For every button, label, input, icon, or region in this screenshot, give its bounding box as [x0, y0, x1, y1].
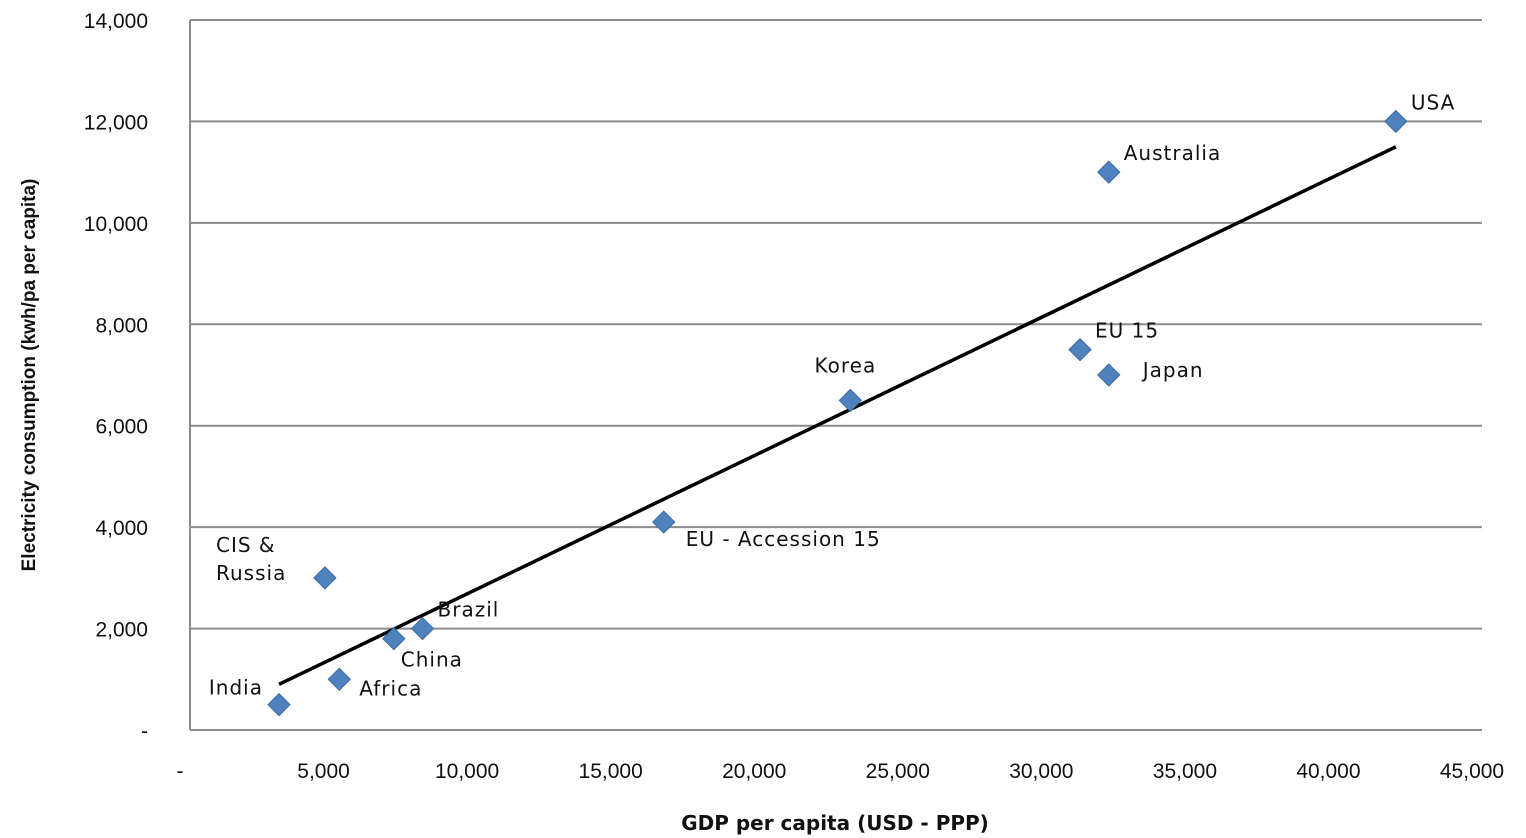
x-tick-label: 10,000 [435, 760, 499, 783]
point-india [268, 694, 290, 716]
y-tick-label: - [141, 720, 148, 743]
data-points [268, 110, 1407, 715]
y-tick-label: 10,000 [84, 213, 148, 236]
label-australia: Australia [1124, 141, 1221, 165]
y-tick-label: 2,000 [95, 619, 148, 642]
y-tick-label: 14,000 [84, 10, 148, 33]
label-brazil: Brazil [438, 598, 500, 622]
x-tick-label: 25,000 [866, 760, 930, 783]
label-japan: Japan [1141, 358, 1204, 382]
y-tick-label: 12,000 [84, 111, 148, 134]
x-tick-labels: - 5,000 10,000 15,000 20,000 25,000 30,000 35,0… [177, 760, 1505, 783]
point-eu-15 [1069, 339, 1091, 361]
y-tick-label: 6,000 [95, 416, 148, 439]
point-australia [1098, 161, 1120, 183]
y-tick-labels: - 2,000 4,000 6,000 8,000 10,000 12,000 14,000 [84, 10, 148, 743]
x-tick-label: 40,000 [1296, 760, 1360, 783]
x-tick-label: 35,000 [1153, 760, 1217, 783]
point-eu-accession-15 [653, 511, 675, 533]
y-tick-label: 4,000 [95, 517, 148, 540]
point-labels: USA Australia EU 15 Japan Korea EU - Accessio… [209, 90, 1455, 700]
point-usa [1385, 110, 1407, 132]
label-china: China [401, 648, 463, 672]
point-korea [839, 389, 861, 411]
point-japan [1098, 364, 1120, 386]
x-tick-label: 45,000 [1440, 760, 1504, 783]
x-tick-label: 5,000 [297, 760, 350, 783]
x-tick-label: 30,000 [1009, 760, 1073, 783]
point-cis-russia [314, 567, 336, 589]
label-india: India [209, 676, 263, 700]
label-eu-15: EU 15 [1095, 319, 1159, 343]
y-tick-label: 8,000 [95, 314, 148, 337]
x-axis-title: GDP per capita (USD - PPP) [681, 811, 989, 835]
y-axis-title: Electricity consumption (kwh/pa per capi… [19, 179, 40, 572]
x-tick-label: 15,000 [579, 760, 643, 783]
x-tick-label: - [177, 760, 184, 783]
label-africa: Africa [359, 676, 422, 700]
label-korea: Korea [815, 353, 877, 377]
x-tick-label: 20,000 [722, 760, 786, 783]
label-cis-russia: CIS & Russia [216, 533, 286, 585]
point-africa [328, 668, 350, 690]
label-eu-accession-15: EU - Accession 15 [686, 527, 881, 551]
label-usa: USA [1411, 90, 1455, 114]
